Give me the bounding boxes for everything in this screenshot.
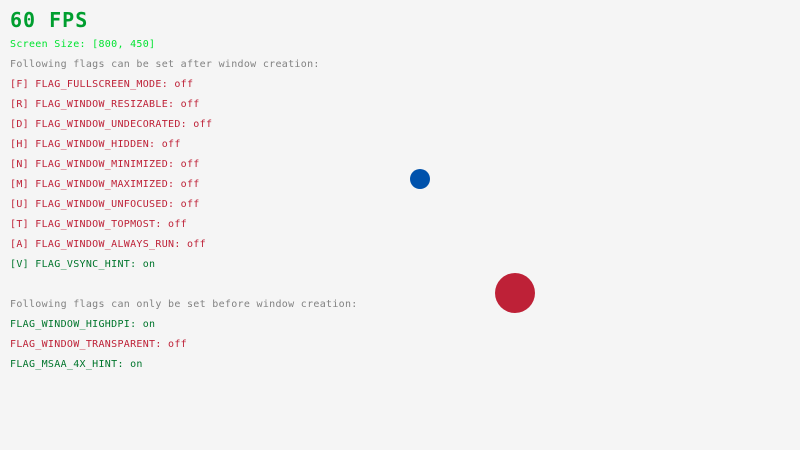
flag-label: FLAG_MSAA_4X_HINT: xyxy=(10,359,131,370)
flag-row: [M] FLAG_WINDOW_MAXIMIZED: off xyxy=(10,180,200,190)
flag-row: [V] FLAG_VSYNC_HINT: on xyxy=(10,260,155,270)
flag-value: off xyxy=(186,239,206,250)
flag-value: off xyxy=(168,339,187,350)
flag-value: on xyxy=(142,319,156,330)
screen-size-label: Screen Size: [800, 450] xyxy=(10,39,156,50)
flag-row: [T] FLAG_WINDOW_TOPMOST: off xyxy=(10,220,187,230)
flag-label: [T] FLAG_WINDOW_TOPMOST: xyxy=(10,219,169,230)
flag-label: [H] FLAG_WINDOW_HIDDEN: xyxy=(10,139,162,150)
flag-value: off xyxy=(180,199,200,210)
before-creation-heading: Following flags can only be set before w… xyxy=(10,299,358,310)
flag-row: [H] FLAG_WINDOW_HIDDEN: off xyxy=(10,140,181,150)
flag-value: off xyxy=(180,159,200,170)
flag-row: [D] FLAG_WINDOW_UNDECORATED: off xyxy=(10,120,212,130)
flag-label: [U] FLAG_WINDOW_UNFOCUSED: xyxy=(10,199,181,210)
flag-value: off xyxy=(180,179,200,190)
flag-label: [V] FLAG_VSYNC_HINT: xyxy=(10,259,143,270)
flag-row: [U] FLAG_WINDOW_UNFOCUSED: off xyxy=(10,200,200,210)
flag-value: off xyxy=(193,119,213,130)
flag-row: FLAG_WINDOW_TRANSPARENT: off xyxy=(10,340,187,350)
flag-label: [R] FLAG_WINDOW_RESIZABLE: xyxy=(10,99,181,110)
flag-label: [D] FLAG_WINDOW_UNDECORATED: xyxy=(10,119,194,130)
red-circle xyxy=(495,273,535,313)
fps-counter: 60 FPS xyxy=(10,8,89,32)
flag-row: [R] FLAG_WINDOW_RESIZABLE: off xyxy=(10,100,200,110)
flag-row: [N] FLAG_WINDOW_MINIMIZED: off xyxy=(10,160,200,170)
flag-value: off xyxy=(168,219,187,230)
flag-row: [F] FLAG_FULLSCREEN_MODE: off xyxy=(10,80,193,90)
after-creation-heading: Following flags can be set after window … xyxy=(10,59,320,70)
flag-label: [M] FLAG_WINDOW_MAXIMIZED: xyxy=(10,179,181,190)
flag-row: FLAG_WINDOW_HIGHDPI: on xyxy=(10,320,155,330)
flag-label: FLAG_WINDOW_TRANSPARENT: xyxy=(10,339,169,350)
flag-label: [A] FLAG_WINDOW_ALWAYS_RUN: xyxy=(10,239,187,250)
flag-label: [N] FLAG_WINDOW_MINIMIZED: xyxy=(10,159,181,170)
blue-bouncing-ball xyxy=(410,169,430,189)
flag-value: off xyxy=(180,99,200,110)
flag-row: FLAG_MSAA_4X_HINT: on xyxy=(10,360,143,370)
flag-row: [A] FLAG_WINDOW_ALWAYS_RUN: off xyxy=(10,240,206,250)
flag-value: on xyxy=(142,259,156,270)
flag-value: off xyxy=(174,79,194,90)
flag-value: off xyxy=(161,139,181,150)
flag-value: on xyxy=(130,359,143,370)
flag-label: FLAG_WINDOW_HIGHDPI: xyxy=(10,319,143,330)
flag-label: [F] FLAG_FULLSCREEN_MODE: xyxy=(10,79,175,90)
